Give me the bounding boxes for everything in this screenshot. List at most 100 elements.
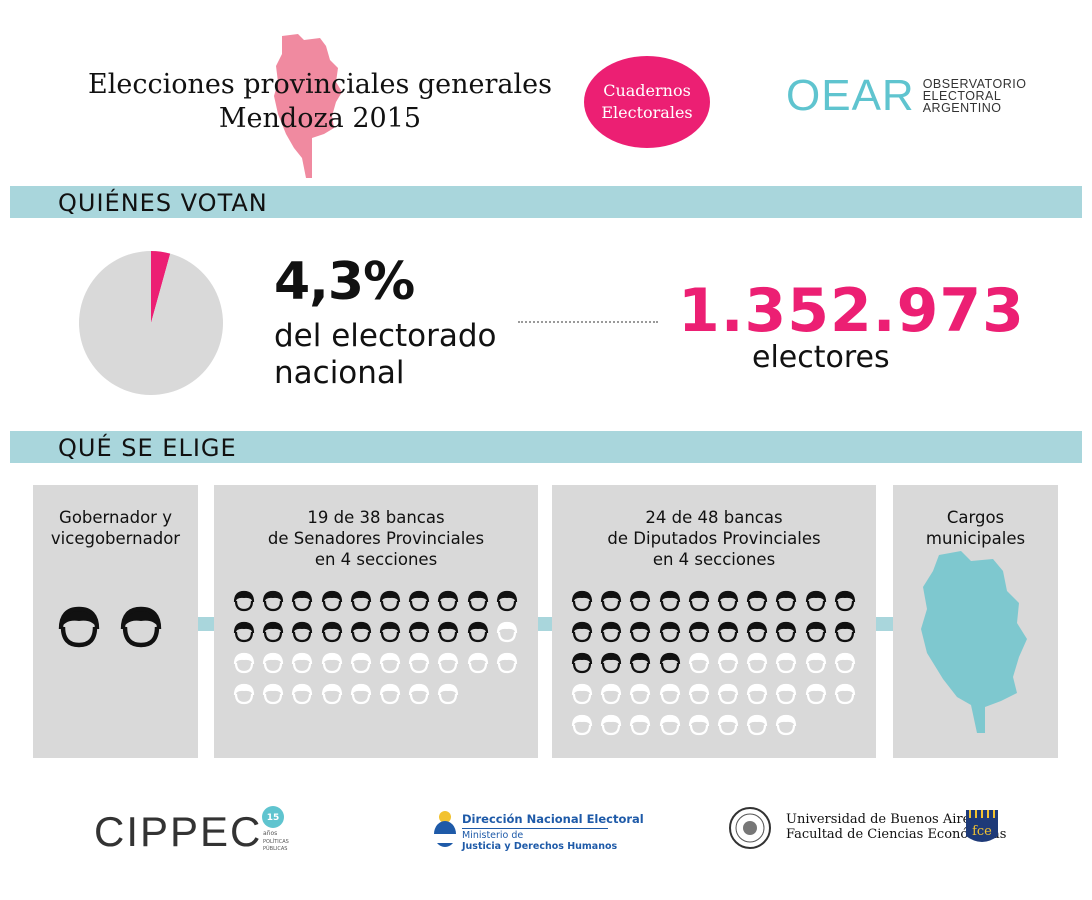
senate-seat-icon bbox=[378, 682, 402, 706]
oear-line-1: OBSERVATORIO bbox=[922, 77, 1027, 91]
deputies-seat-icon bbox=[570, 682, 594, 706]
oear-line-2: ELECTORAL bbox=[922, 89, 1002, 103]
deputies-elected-icon bbox=[570, 589, 594, 613]
deputies-elected-icon bbox=[716, 589, 740, 613]
senate-seat-icon bbox=[290, 682, 314, 706]
deputies-elected-icon bbox=[745, 620, 769, 644]
deputies-elected-icon bbox=[745, 589, 769, 613]
senate-seat-icon bbox=[349, 682, 373, 706]
voters-count: 1.352.973 bbox=[678, 276, 1025, 346]
senate-line-2: de Senadores Provinciales bbox=[267, 529, 485, 548]
senate-elected-icon bbox=[466, 620, 490, 644]
senate-seat-icon bbox=[378, 651, 402, 675]
title-line-2: Mendoza 2015 bbox=[218, 103, 422, 134]
dotted-divider bbox=[518, 321, 658, 323]
deputies-seat-icon bbox=[716, 651, 740, 675]
deputies-elected-icon bbox=[687, 589, 711, 613]
deputies-seat-icon bbox=[745, 713, 769, 737]
senate-elected-icon bbox=[407, 589, 431, 613]
title-line-1: Elecciones provinciales generales bbox=[88, 69, 552, 100]
pie-slice-rest bbox=[79, 251, 224, 395]
uba-line-1: Universidad de Buenos Aires bbox=[786, 812, 977, 827]
senate-seat-icon bbox=[320, 651, 344, 675]
deputies-seat-icon bbox=[804, 651, 828, 675]
badge-line-1: Cuadernos bbox=[603, 81, 691, 100]
deputies-seat-icon bbox=[658, 682, 682, 706]
card-deputies: 24 de 48 bancas de Diputados Provinciale… bbox=[552, 485, 876, 758]
deputies-elected-icon bbox=[658, 589, 682, 613]
deputies-elected-icon bbox=[716, 620, 740, 644]
deputies-seat-icon bbox=[774, 713, 798, 737]
senate-elected-icon bbox=[378, 620, 402, 644]
deputies-elected-icon bbox=[658, 651, 682, 675]
deputies-elected-icon bbox=[658, 620, 682, 644]
badge-line-2: Electorales bbox=[601, 103, 693, 122]
senate-seat-icon bbox=[466, 651, 490, 675]
deputies-elected-icon bbox=[628, 620, 652, 644]
senate-elected-icon bbox=[261, 589, 285, 613]
section-title-who-votes: QUIÉNES VOTAN bbox=[58, 189, 268, 217]
deputies-seat-grid bbox=[570, 589, 870, 749]
cippec-sub-2: POLÍTICAS bbox=[263, 838, 289, 845]
deputies-seat-icon bbox=[599, 682, 623, 706]
section-bar-what-elected: QUÉ SE ELIGE bbox=[10, 431, 1082, 463]
cippec-logo: CIPPEC bbox=[94, 808, 263, 855]
deputies-elected-icon bbox=[804, 620, 828, 644]
senate-elected-icon bbox=[290, 620, 314, 644]
deputies-elected-icon bbox=[570, 651, 594, 675]
uba-name: Universidad de Buenos Aires Facultad de … bbox=[786, 812, 1006, 842]
deputies-elected-icon bbox=[628, 589, 652, 613]
senate-seat-icon bbox=[495, 651, 519, 675]
senate-seat-icon bbox=[261, 651, 285, 675]
senate-seat-icon bbox=[407, 682, 431, 706]
governor-heads bbox=[55, 603, 185, 653]
deputies-line-3: en 4 secciones bbox=[652, 550, 776, 569]
deputies-elected-icon bbox=[570, 620, 594, 644]
deputies-seat-icon bbox=[833, 682, 857, 706]
card-municipal: Cargos municipales bbox=[893, 485, 1058, 758]
senate-elected-icon bbox=[349, 620, 373, 644]
deputies-elected-icon bbox=[599, 651, 623, 675]
senate-elected-icon bbox=[495, 589, 519, 613]
senate-seat-icon bbox=[261, 682, 285, 706]
senate-seat-icon bbox=[232, 651, 256, 675]
senate-seat-icon bbox=[349, 651, 373, 675]
section-bar-who-votes: QUIÉNES VOTAN bbox=[10, 186, 1082, 218]
senate-line-3: en 4 secciones bbox=[314, 550, 438, 569]
page-title: Elecciones provinciales generales Mendoz… bbox=[60, 68, 580, 136]
senate-seat-icon bbox=[232, 682, 256, 706]
senate-elected-icon bbox=[320, 589, 344, 613]
cippec-sub-1: años bbox=[263, 830, 277, 837]
senate-seat-icon bbox=[436, 682, 460, 706]
senate-elected-icon bbox=[290, 589, 314, 613]
uba-line-2: Facultad de Ciencias Económicas bbox=[786, 827, 1007, 842]
deputies-line-2: de Diputados Provinciales bbox=[607, 529, 821, 548]
oear-line-3: ARGENTINO bbox=[922, 101, 1002, 115]
municipal-line-2: municipales bbox=[925, 529, 1026, 548]
dne-title: Dirección Nacional Electoral bbox=[462, 812, 644, 826]
senate-elected-icon bbox=[320, 620, 344, 644]
deputies-seat-icon bbox=[570, 713, 594, 737]
deputies-line-1: 24 de 48 bancas bbox=[645, 508, 783, 527]
cuadernos-badge: Cuadernos Electorales bbox=[584, 56, 710, 148]
deputies-elected-icon bbox=[804, 589, 828, 613]
percent-label-line-1: del electorado bbox=[274, 318, 497, 354]
voters-label: electores bbox=[752, 340, 890, 375]
deputies-seat-icon bbox=[716, 713, 740, 737]
card-senate: 19 de 38 bancas de Senadores Provinciale… bbox=[214, 485, 538, 758]
dne-divider bbox=[462, 828, 608, 829]
pie-slice-mendoza bbox=[151, 251, 171, 323]
governor-line-2: vicegobernador bbox=[50, 529, 181, 548]
deputies-seat-icon bbox=[687, 651, 711, 675]
senate-elected-icon bbox=[407, 620, 431, 644]
card-governor: Gobernador y vicegobernador bbox=[33, 485, 198, 758]
cippec-years: 15 bbox=[267, 813, 280, 823]
deputies-elected-icon bbox=[599, 589, 623, 613]
deputies-elected-icon bbox=[628, 651, 652, 675]
argentina-coat-of-arms-icon bbox=[434, 811, 456, 847]
governor-elected-icon bbox=[55, 603, 103, 651]
deputies-seat-icon bbox=[774, 682, 798, 706]
percent-label-line-2: nacional bbox=[274, 355, 405, 391]
deputies-elected-icon bbox=[833, 620, 857, 644]
deputies-seat-icon bbox=[628, 682, 652, 706]
